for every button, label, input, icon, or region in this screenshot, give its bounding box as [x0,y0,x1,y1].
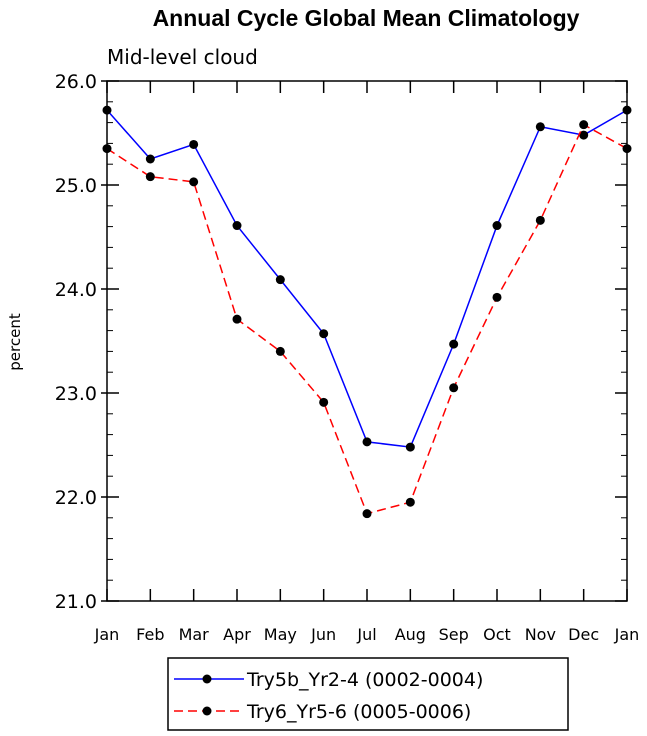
chart-subtitle: Mid-level cloud [107,45,258,69]
x-tick-label: Jul [356,625,376,644]
data-point [189,177,199,187]
legend-marker [202,674,212,684]
series-1 [102,105,632,452]
x-tick-label: Aug [395,625,426,644]
legend-box [167,657,569,731]
major-ticks [101,80,628,602]
data-point [449,339,459,349]
minor-ticks [107,101,627,581]
data-point [579,120,589,130]
data-point [275,346,285,356]
x-tick-label: Sep [439,625,469,644]
y-tick-label: 21.0 [55,591,97,613]
x-tick-label: Feb [136,625,164,644]
data-point [405,497,415,507]
x-tick-label: Jan [94,625,120,644]
x-tick-labels: Jan Feb Mar Apr May Jun Jul Aug Sep Oct Nov Dec Jan [94,625,640,644]
x-tick-label: Jan [614,625,640,644]
data-point [362,509,372,519]
data-point [405,442,415,452]
data-point [145,172,155,182]
plot-frame [106,80,628,602]
series-layer [102,105,632,519]
data-point [579,130,589,140]
x-tick-label: Jun [310,625,336,644]
data-point [232,221,242,231]
legend-label: Try5b_Yr2-4 (0002-0004) [246,669,483,691]
y-axis-label: percent [6,313,24,371]
data-point [535,122,545,132]
legend-entry: Try5b_Yr2-4 (0002-0004) [174,669,483,691]
legend: Try5b_Yr2-4 (0002-0004) Try6_Yr5-6 (0005-… [167,657,569,731]
x-tick-label: Nov [525,625,556,644]
x-tick-label: Oct [483,625,511,644]
legend-entry: Try6_Yr5-6 (0005-0006) [174,701,471,723]
x-tick-label: Mar [179,625,210,644]
x-tick-label: Dec [568,625,599,644]
data-point [145,154,155,164]
legend-label: Try6_Yr5-6 (0005-0006) [246,701,471,723]
data-point [275,275,285,285]
y-tick-label: 24.0 [55,279,97,301]
series-line [106,109,628,448]
data-point [535,215,545,225]
data-point [232,314,242,324]
y-tick-label: 25.0 [55,175,97,197]
y-tick-labels: 21.0 22.0 23.0 24.0 25.0 26.0 [55,71,97,613]
data-point [492,292,502,302]
y-tick-label: 26.0 [55,71,97,93]
y-tick-label: 23.0 [55,383,97,405]
data-point [319,397,329,407]
y-tick-label: 22.0 [55,487,97,509]
x-tick-label: Apr [223,625,251,644]
data-point [362,437,372,447]
data-point [189,139,199,149]
series-2 [102,120,632,519]
chart-title: Annual Cycle Global Mean Climatology [153,5,580,31]
series-line [106,123,628,515]
data-point [492,221,502,231]
x-tick-label: May [264,625,297,644]
data-point [319,329,329,339]
data-point [449,383,459,393]
legend-marker [202,706,212,716]
